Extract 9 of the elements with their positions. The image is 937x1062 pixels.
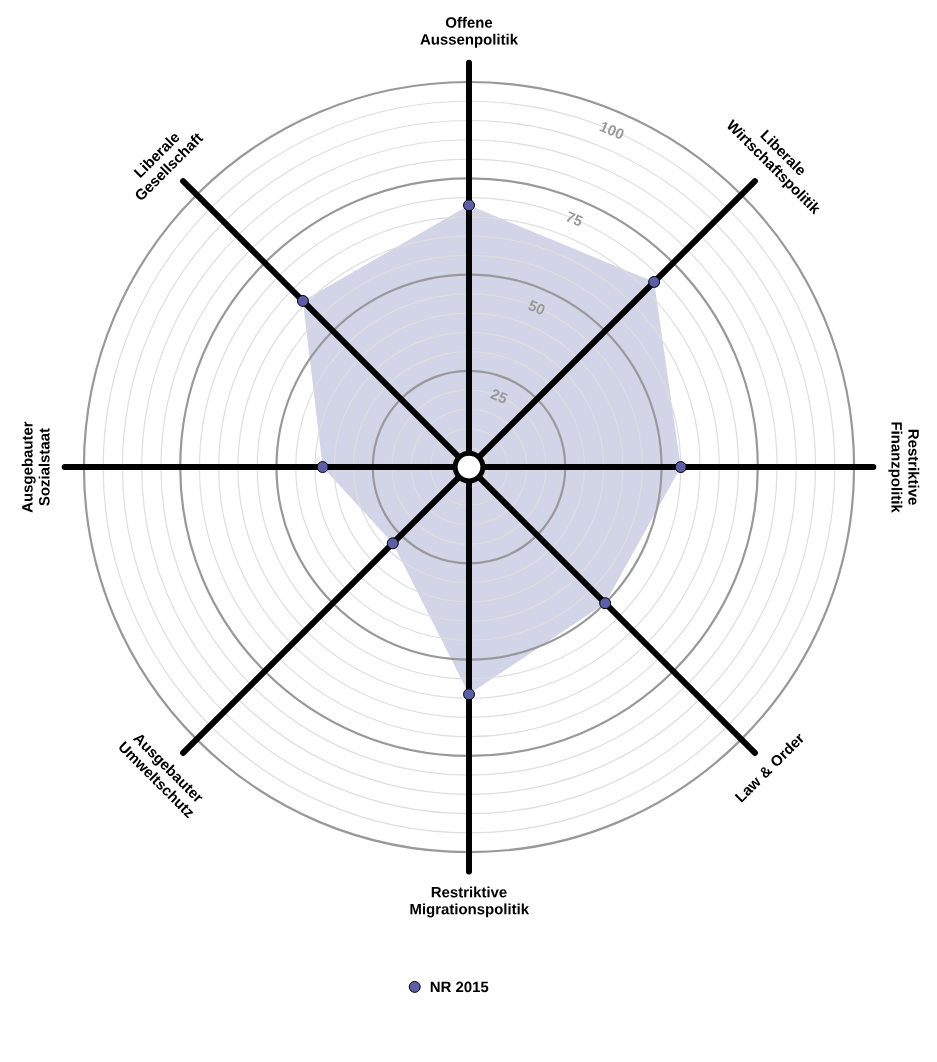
spoke-label: Restriktive Migrationspolitik: [410, 886, 529, 918]
spoke-label: Restriktive Finanzpolitik: [888, 422, 920, 513]
spoke-label: Offene Aussenpolitik: [420, 16, 518, 48]
y-tick-label: 25: [489, 389, 508, 404]
spoke-label: Ausgebauter Sozialstaat: [21, 421, 50, 513]
y-tick-label: 100: [599, 122, 624, 139]
y-tick-label: 50: [528, 300, 545, 315]
y-tick-label: 75: [566, 211, 583, 226]
legend-label: NR 2015: [430, 981, 489, 993]
